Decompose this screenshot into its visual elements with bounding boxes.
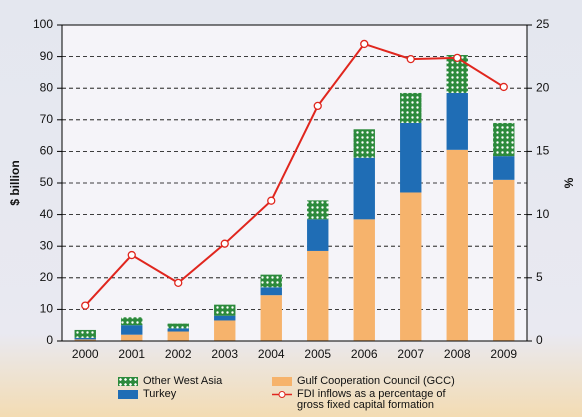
y2-tick-label: 20: [536, 80, 550, 94]
bar-segment: [214, 320, 236, 341]
legend-item: Gulf Cooperation Council (GCC): [272, 376, 455, 387]
y-tick-label: 100: [33, 17, 53, 31]
y-tick-label: 30: [40, 238, 54, 252]
legend-swatch: [272, 390, 292, 399]
bar-segment: [493, 179, 515, 341]
line-point: [81, 301, 90, 310]
legend-swatch: [118, 390, 138, 399]
bar-segment: [446, 55, 468, 93]
legend-swatch: [118, 377, 138, 386]
bar-segment: [260, 274, 282, 288]
line-point: [220, 239, 229, 248]
x-tick-label: 2006: [351, 347, 378, 360]
legend-label: Other West Asia: [143, 375, 223, 387]
bar-segment: [74, 329, 96, 338]
x-tick-label: 2001: [118, 347, 145, 360]
plot-frame: [61, 24, 528, 342]
chart: $ billion % 0 10 20 30 40 50 60 70 80 90 100 0 5 10 15…: [8, 17, 576, 360]
bar-segment: [167, 331, 189, 341]
y-tick-label: 80: [40, 80, 54, 94]
legend-label: Gulf Cooperation Council (GCC): [297, 375, 455, 387]
bar-segment: [121, 325, 143, 335]
bar-segment: [307, 200, 329, 220]
y-tick-label: 70: [40, 112, 54, 126]
legend-label: FDI inflows as a percentage of gross fix…: [297, 388, 446, 411]
legend-label: Turkey: [143, 388, 177, 400]
bar-segment: [121, 334, 143, 341]
bar-segment: [353, 129, 375, 158]
y2-tick-label: 0: [536, 333, 543, 347]
legend-item: Other West Asia: [118, 376, 222, 387]
line-point: [360, 39, 369, 49]
bar-segment: [353, 219, 375, 341]
y2-tick-label: 10: [536, 207, 550, 221]
y-axis-label: $ billion: [8, 160, 22, 205]
x-tick-label: 2007: [397, 347, 424, 360]
x-tick-label: 2009: [490, 347, 517, 360]
bar-segment: [400, 192, 422, 341]
legend-swatch: [272, 377, 292, 386]
line-point: [406, 54, 415, 64]
line-point: [267, 196, 276, 205]
y-tick-label: 10: [40, 302, 54, 316]
line-point: [499, 82, 508, 92]
y-tick-label: 90: [40, 49, 54, 63]
bar-segment: [307, 250, 329, 341]
bar-segment: [74, 339, 96, 341]
y2-tick-label: 25: [536, 17, 550, 31]
bar-segment: [214, 304, 236, 316]
bar-segment: [446, 149, 468, 341]
line-point: [313, 101, 322, 111]
bar-segment: [400, 122, 422, 193]
bar-segment: [493, 122, 515, 157]
bar-segment: [446, 92, 468, 150]
bar-segment: [260, 295, 282, 341]
x-tick-label: 2004: [258, 347, 285, 360]
line-point: [174, 278, 183, 288]
y2-tick-label: 15: [536, 144, 550, 158]
y-tick-label: 50: [40, 175, 54, 189]
bar-segment: [493, 156, 515, 180]
bar-segment: [307, 219, 329, 251]
x-tick-label: 2008: [444, 347, 471, 360]
y2-axis-label: %: [562, 177, 576, 188]
x-tick-label: 2005: [304, 347, 331, 360]
line-point: [453, 53, 462, 63]
bar-segment: [167, 323, 189, 329]
line-point: [127, 250, 136, 260]
bar-segment: [167, 328, 189, 332]
line-series: [84, 42, 505, 307]
legend-item: Turkey: [118, 389, 176, 400]
bar-segment: [121, 317, 143, 326]
y-tick-label: 0: [46, 333, 53, 347]
x-tick-label: 2003: [211, 347, 238, 360]
legend-item: FDI inflows as a percentage of gross fix…: [272, 389, 447, 411]
y-tick-label: 40: [40, 207, 54, 221]
x-tick-label: 2002: [165, 347, 192, 360]
y2-tick-label: 5: [536, 270, 543, 284]
bar-segment: [74, 337, 96, 340]
x-tick-label: 2000: [72, 347, 99, 360]
bar-segment: [400, 92, 422, 123]
bar-segment: [214, 315, 236, 321]
bar-segment: [260, 287, 282, 296]
y-tick-label: 60: [40, 144, 54, 158]
y-tick-label: 20: [40, 270, 54, 284]
bar-segment: [353, 157, 375, 220]
